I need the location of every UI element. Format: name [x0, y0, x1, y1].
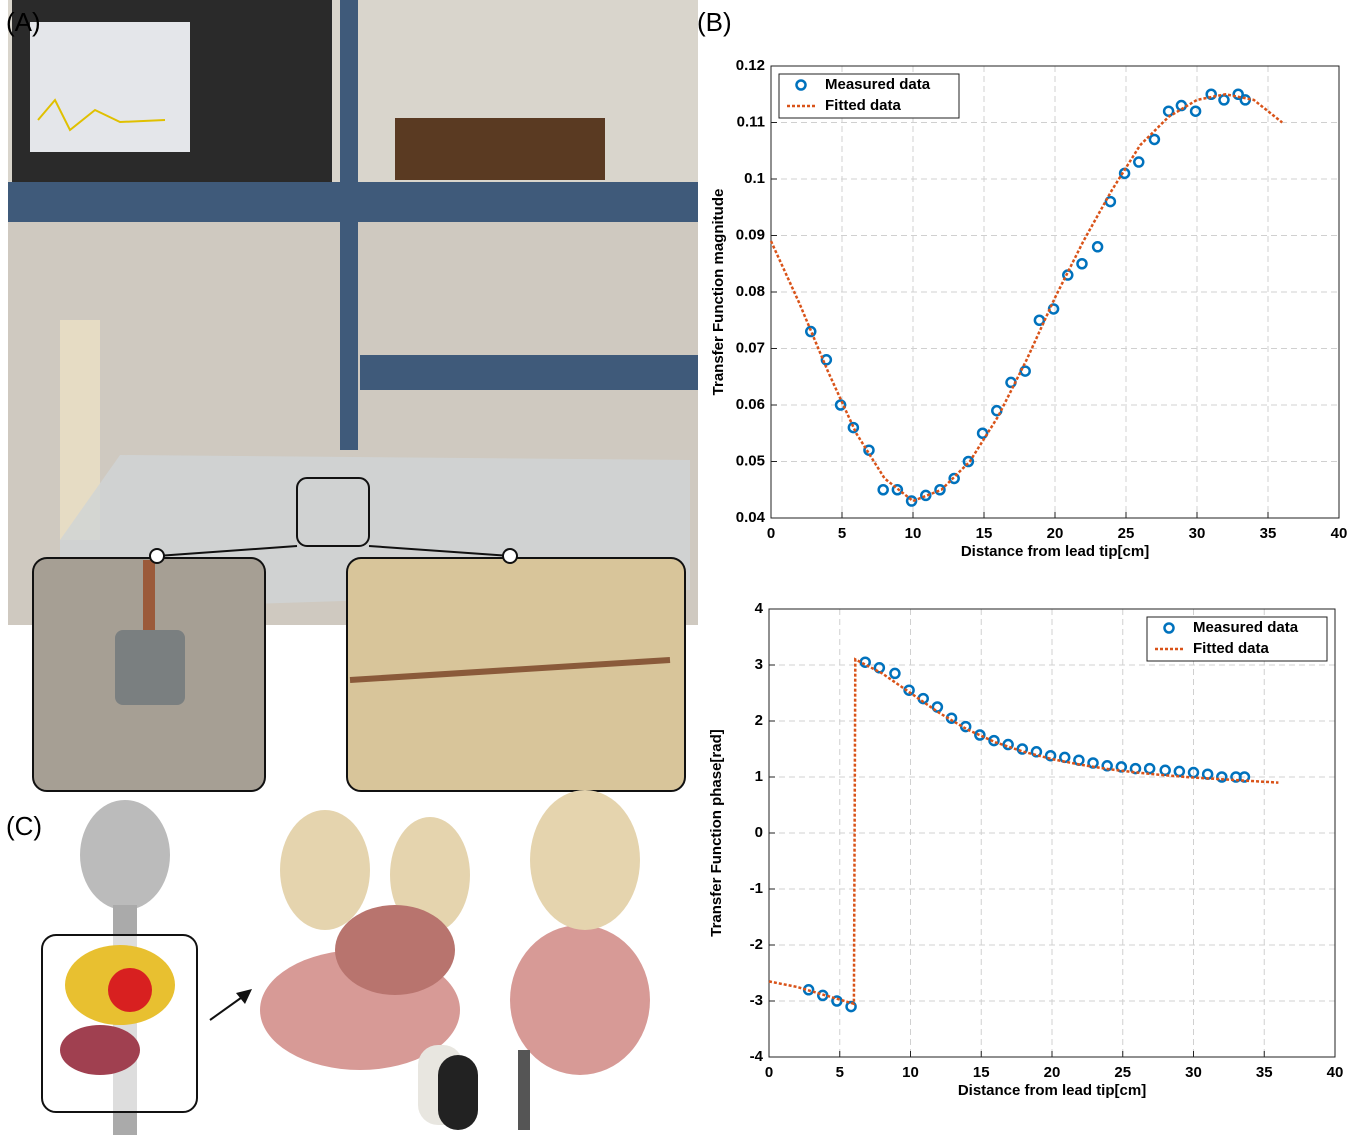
y-tick-label: 0 [755, 824, 763, 841]
y-tick-label: -4 [750, 1048, 764, 1065]
analyzer-screen [30, 22, 190, 152]
legend-label: Fitted data [1193, 640, 1269, 657]
y-tick-label: 0.04 [736, 509, 766, 526]
x-tick-label: 15 [973, 1064, 990, 1081]
arrow-head [236, 989, 252, 1004]
x-tick-label: 30 [1189, 525, 1206, 542]
y-tick-label: -1 [750, 880, 763, 897]
y-tick-label: 1 [755, 768, 763, 785]
x-tick-label: 25 [1118, 525, 1135, 542]
y-tick-label: 0.09 [736, 226, 765, 243]
y-tick-label: 0.1 [744, 170, 765, 187]
x-tick-label: 40 [1331, 525, 1348, 542]
y-axis-label: Transfer Function magnitude [710, 189, 727, 396]
zoom-dot [503, 549, 517, 563]
arrow [210, 995, 245, 1020]
lung [530, 790, 640, 930]
shelf-post [340, 0, 358, 450]
x-tick-label: 10 [905, 525, 922, 542]
heart [108, 968, 152, 1012]
y-tick-label: -3 [750, 992, 763, 1009]
x-tick-label: 25 [1114, 1064, 1131, 1081]
y-tick-label: 0.06 [736, 396, 765, 413]
x-tick-label: 0 [767, 525, 775, 542]
skull [80, 800, 170, 910]
legend-label: Measured data [1193, 619, 1299, 636]
liver [510, 925, 650, 1075]
legend-label: Measured data [825, 76, 931, 93]
panel-label: (A) [6, 7, 41, 37]
x-tick-label: 30 [1185, 1064, 1202, 1081]
panel-label: (B) [697, 7, 732, 37]
x-tick-label: 35 [1260, 525, 1277, 542]
y-tick-label: 3 [755, 656, 763, 673]
y-tick-label: 0.08 [736, 283, 765, 300]
x-axis-label: Distance from lead tip[cm] [961, 543, 1149, 560]
x-tick-label: 15 [976, 525, 993, 542]
y-tick-label: 0.11 [737, 113, 765, 130]
photo-setup [8, 0, 698, 791]
heart [335, 905, 455, 995]
lung [280, 810, 370, 930]
figure: (A) (B) (C) 05101520253035400.040.050.06… [0, 0, 1367, 1136]
liver [60, 1025, 140, 1075]
shelf [360, 355, 698, 390]
x-tick-label: 35 [1256, 1064, 1273, 1081]
device [438, 1055, 478, 1130]
legend-label: Fitted data [825, 97, 901, 114]
holder [115, 630, 185, 705]
panel-label: (C) [6, 811, 42, 841]
y-tick-label: 2 [755, 712, 763, 729]
x-tick-label: 40 [1327, 1064, 1344, 1081]
y-tick-label: -2 [750, 936, 763, 953]
y-tick-label: 4 [755, 600, 764, 617]
y-tick-label: 0.05 [736, 452, 765, 469]
zoom-dot [150, 549, 164, 563]
lead [518, 1050, 530, 1130]
x-tick-label: 20 [1047, 525, 1064, 542]
x-tick-label: 20 [1044, 1064, 1061, 1081]
x-tick-label: 10 [902, 1064, 919, 1081]
x-axis-label: Distance from lead tip[cm] [958, 1082, 1146, 1099]
render-models [42, 790, 650, 1135]
x-tick-label: 0 [765, 1064, 773, 1081]
y-axis-label: Transfer Function phase[rad] [708, 729, 725, 937]
lead-wire [143, 560, 155, 640]
x-tick-label: 5 [836, 1064, 844, 1081]
wooden-box [395, 118, 605, 180]
y-tick-label: 0.07 [736, 339, 765, 356]
x-tick-label: 5 [838, 525, 846, 542]
y-tick-label: 0.12 [736, 57, 765, 74]
